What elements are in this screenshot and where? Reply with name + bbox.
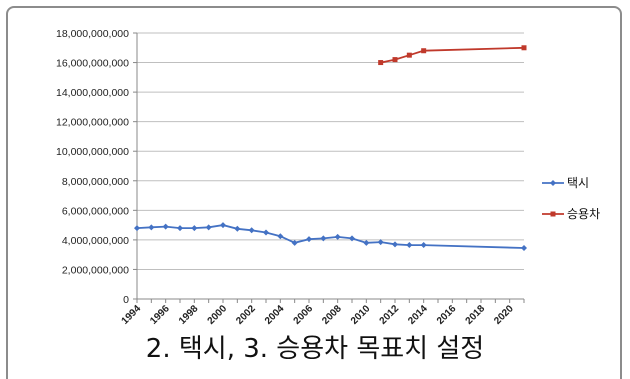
x-tick-label: 2010 bbox=[349, 303, 373, 327]
x-tick-label: 2000 bbox=[206, 303, 230, 327]
data-point bbox=[291, 239, 298, 246]
data-point bbox=[263, 229, 269, 236]
x-tick-label: 2018 bbox=[464, 303, 488, 327]
data-point bbox=[148, 224, 155, 231]
grid-lines bbox=[137, 32, 524, 270]
x-tick-label: 2020 bbox=[492, 303, 516, 327]
axes bbox=[136, 33, 524, 300]
x-tick-label: 2008 bbox=[320, 303, 344, 327]
data-point bbox=[220, 222, 226, 229]
series-line-0 bbox=[136, 224, 525, 249]
legend-label: 승용차 bbox=[567, 207, 600, 221]
data-point bbox=[420, 242, 427, 249]
x-tick-label: 2004 bbox=[263, 303, 287, 327]
y-tick-label: 0 bbox=[123, 294, 129, 306]
data-point bbox=[234, 225, 241, 232]
chart-caption: 2. 택시, 3. 승용차 목표치 설정 bbox=[145, 334, 485, 364]
legend-marker bbox=[550, 180, 556, 186]
x-tick-label: 1996 bbox=[148, 303, 172, 327]
x-tick-label: 2012 bbox=[378, 303, 402, 327]
y-tick-label: 14,000,000,000 bbox=[56, 87, 129, 99]
y-tick-label: 18,000,000,000 bbox=[56, 28, 129, 40]
data-point bbox=[191, 225, 198, 232]
y-axis-ticks: 0 2,000,000,000 4,000,000,000 6,000,000,000… bbox=[56, 28, 137, 306]
data-point bbox=[406, 242, 413, 249]
y-tick-label: 2,000,000,000 bbox=[62, 264, 129, 276]
data-point bbox=[306, 236, 312, 243]
chart-frame bbox=[6, 6, 622, 379]
x-tick-label: 1998 bbox=[177, 303, 201, 327]
data-point bbox=[521, 45, 527, 51]
x-tick-label: 2014 bbox=[406, 303, 430, 327]
x-tick-label: 2006 bbox=[292, 303, 316, 327]
x-tick-label: 1994 bbox=[120, 303, 144, 327]
data-point bbox=[406, 52, 412, 58]
data-point bbox=[205, 224, 212, 231]
data-point bbox=[363, 239, 370, 246]
data-point bbox=[378, 60, 384, 66]
y-tick-label: 16,000,000,000 bbox=[56, 58, 129, 70]
series-line-1 bbox=[380, 46, 525, 64]
series-layer bbox=[134, 45, 527, 252]
data-point bbox=[377, 239, 384, 246]
data-point bbox=[392, 241, 398, 248]
y-tick-label: 10,000,000,000 bbox=[56, 146, 129, 158]
data-point bbox=[320, 235, 327, 242]
data-point bbox=[349, 235, 355, 242]
data-point bbox=[248, 227, 255, 234]
data-point bbox=[392, 57, 398, 63]
x-axis-ticks: 1994 1996 1998 2000 2002 2004 2006 2008 2010 2012… bbox=[120, 299, 525, 327]
data-point bbox=[334, 233, 341, 240]
y-tick-label: 12,000,000,000 bbox=[56, 117, 129, 129]
data-point bbox=[177, 225, 183, 232]
data-point bbox=[277, 233, 284, 240]
data-point bbox=[134, 225, 140, 232]
data-point bbox=[162, 223, 169, 230]
data-point bbox=[521, 245, 527, 252]
legend-label: 택시 bbox=[567, 176, 589, 190]
data-point bbox=[421, 48, 427, 54]
legend-marker bbox=[550, 211, 556, 217]
y-tick-label: 4,000,000,000 bbox=[62, 235, 129, 247]
x-tick-label: 2002 bbox=[234, 303, 258, 327]
x-tick-label: 2016 bbox=[435, 303, 459, 327]
y-tick-label: 6,000,000,000 bbox=[62, 205, 129, 217]
y-tick-label: 8,000,000,000 bbox=[62, 176, 129, 188]
